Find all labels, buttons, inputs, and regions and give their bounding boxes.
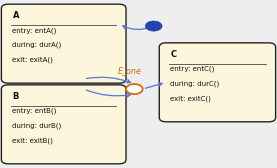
Text: entry: entB(): entry: entB() <box>12 108 57 114</box>
Text: during: durC(): during: durC() <box>170 81 220 87</box>
Text: exit: exitA(): exit: exitA() <box>12 57 53 63</box>
Text: E_one: E_one <box>118 66 142 75</box>
Text: B: B <box>12 92 19 101</box>
Text: during: durA(): during: durA() <box>12 42 62 49</box>
Circle shape <box>126 84 143 94</box>
Text: A: A <box>12 11 19 20</box>
Circle shape <box>145 21 162 31</box>
FancyBboxPatch shape <box>1 85 126 164</box>
Text: C: C <box>170 50 176 59</box>
Text: exit: exitC(): exit: exitC() <box>170 95 211 102</box>
Text: entry: entC(): entry: entC() <box>170 66 215 72</box>
FancyBboxPatch shape <box>159 43 276 122</box>
Text: during: durB(): during: durB() <box>12 123 62 129</box>
FancyBboxPatch shape <box>1 4 126 83</box>
Text: entry: entA(): entry: entA() <box>12 27 57 34</box>
Text: exit: exitB(): exit: exitB() <box>12 137 53 144</box>
